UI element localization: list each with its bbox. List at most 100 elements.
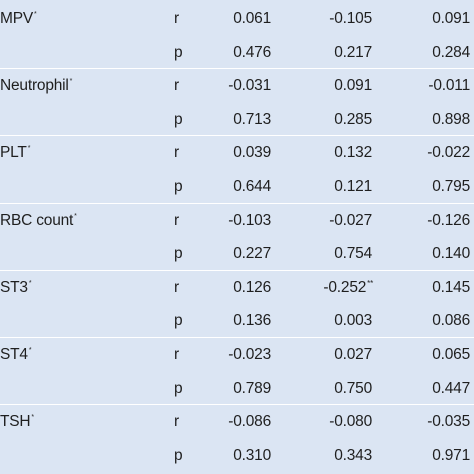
value-cell: 0.713 [233, 110, 271, 128]
value-cell: 0.795 [432, 178, 470, 195]
value-cell: 0.086 [432, 312, 470, 330]
value-cell: -0.011 [428, 77, 470, 95]
value-cell: 0.285 [334, 103, 373, 136]
stat-label: r [174, 10, 179, 27]
value-cell: 0.343 [334, 439, 373, 472]
variable-label [0, 103, 1, 136]
variable-label [0, 36, 1, 69]
stat-label: p [174, 446, 183, 464]
value-cell: 0.027 [334, 338, 373, 371]
group-divider [0, 202, 474, 204]
variable-name: MPV [0, 10, 33, 27]
table-row-r: PLT* r 0.039 0.132 -0.022 [0, 136, 474, 169]
value-text: 0.754 [334, 245, 372, 263]
table-row-p: p 0.789 0.750 0.447 [0, 372, 474, 405]
value-cell: 0.039 [233, 144, 271, 162]
value-text: -0.027 [329, 211, 372, 229]
stat-label: r [174, 413, 179, 431]
value-cell: 0.121 [334, 170, 373, 203]
variable-name: PLT [0, 144, 27, 162]
value-cell: 0.898 [432, 110, 470, 128]
value-text: 0.091 [334, 77, 372, 95]
value-cell: -0.252** [323, 271, 373, 304]
stat-label: p [174, 245, 183, 263]
stat-label: p [174, 43, 183, 61]
table-row-r: ST3* r 0.126 -0.252** 0.145 [0, 271, 474, 304]
group-divider [0, 269, 474, 271]
stat-label: p [174, 178, 183, 195]
footnote-mark: * [31, 414, 34, 422]
value-text: 0.027 [334, 346, 372, 363]
value-text: -0.252 [323, 278, 367, 296]
value-cell: 0.217 [334, 36, 373, 69]
value-cell: 0.310 [233, 446, 271, 464]
footnote-mark: * [27, 145, 31, 153]
footnote-mark: * [28, 279, 32, 287]
stat-label: p [174, 110, 183, 128]
table-row-p: p 0.644 0.121 0.795 [0, 170, 474, 203]
value-cell: -0.086 [228, 413, 271, 431]
value-cell: 0.091 [432, 10, 470, 27]
stat-label: r [174, 278, 179, 296]
stat-label: r [174, 77, 179, 95]
variable-label [0, 237, 1, 270]
value-cell: -0.031 [228, 77, 271, 95]
value-text: 0.750 [334, 379, 372, 397]
value-cell: 0.003 [334, 304, 373, 337]
value-cell: -0.126 [427, 211, 470, 229]
stat-label: r [174, 346, 179, 363]
value-text: 0.003 [334, 312, 372, 330]
variable-name: ST3 [0, 278, 28, 296]
value-cell: 0.447 [432, 379, 470, 397]
table-row-p: p 0.713 0.285 0.898 [0, 103, 474, 136]
stat-label: r [174, 211, 179, 229]
significance-mark: ** [367, 278, 373, 288]
table-row-r: MPV* r 0.061 -0.105 0.091 [0, 2, 474, 35]
value-cell: 0.789 [233, 379, 271, 397]
value-cell: 0.136 [233, 312, 271, 330]
value-cell: 0.750 [334, 372, 373, 405]
value-cell: -0.080 [329, 405, 373, 438]
group-divider [0, 135, 474, 137]
variable-name: RBC count [0, 211, 74, 229]
value-cell: 0.126 [233, 278, 271, 296]
variable-label: TSH* [0, 405, 34, 438]
footnote-mark: * [69, 78, 73, 86]
value-cell: -0.035 [427, 413, 470, 431]
table-row-p: p 0.136 0.003 0.086 [0, 304, 474, 337]
value-text: 0.217 [334, 43, 372, 61]
value-text: 0.121 [334, 178, 372, 195]
variable-label: MPV* [0, 2, 37, 35]
table-row-r: RBC count* r -0.103 -0.027 -0.126 [0, 204, 474, 237]
group-divider [0, 337, 474, 338]
value-text: -0.080 [329, 413, 372, 431]
value-cell: 0.644 [233, 178, 271, 195]
table-row-r: TSH* r -0.086 -0.080 -0.035 [0, 405, 474, 438]
variable-label [0, 372, 1, 405]
value-cell: 0.754 [334, 237, 373, 270]
group-divider [0, 404, 474, 406]
value-cell: 0.061 [233, 10, 271, 27]
footnote-mark: * [74, 212, 77, 220]
variable-name: TSH [0, 413, 31, 431]
table-row-p: p 0.310 0.343 0.971 [0, 439, 474, 472]
value-cell: 0.140 [432, 245, 470, 263]
value-text: -0.105 [329, 10, 372, 27]
variable-label: ST3* [0, 271, 32, 304]
stat-label: r [174, 144, 179, 162]
stat-label: p [174, 379, 183, 397]
footnote-mark: * [34, 11, 37, 18]
value-cell: 0.091 [334, 69, 373, 102]
value-text: 0.285 [334, 110, 372, 128]
variable-label: ST4* [0, 338, 32, 371]
value-cell: 0.476 [233, 43, 271, 61]
variable-name: ST4 [0, 346, 28, 363]
variable-label [0, 170, 1, 203]
value-cell: 0.065 [432, 346, 470, 363]
variable-label: PLT* [0, 136, 30, 169]
value-cell: -0.103 [228, 211, 271, 229]
value-cell: -0.027 [329, 204, 373, 237]
table-row-p: p 0.227 0.754 0.140 [0, 237, 474, 270]
group-divider [0, 68, 474, 70]
